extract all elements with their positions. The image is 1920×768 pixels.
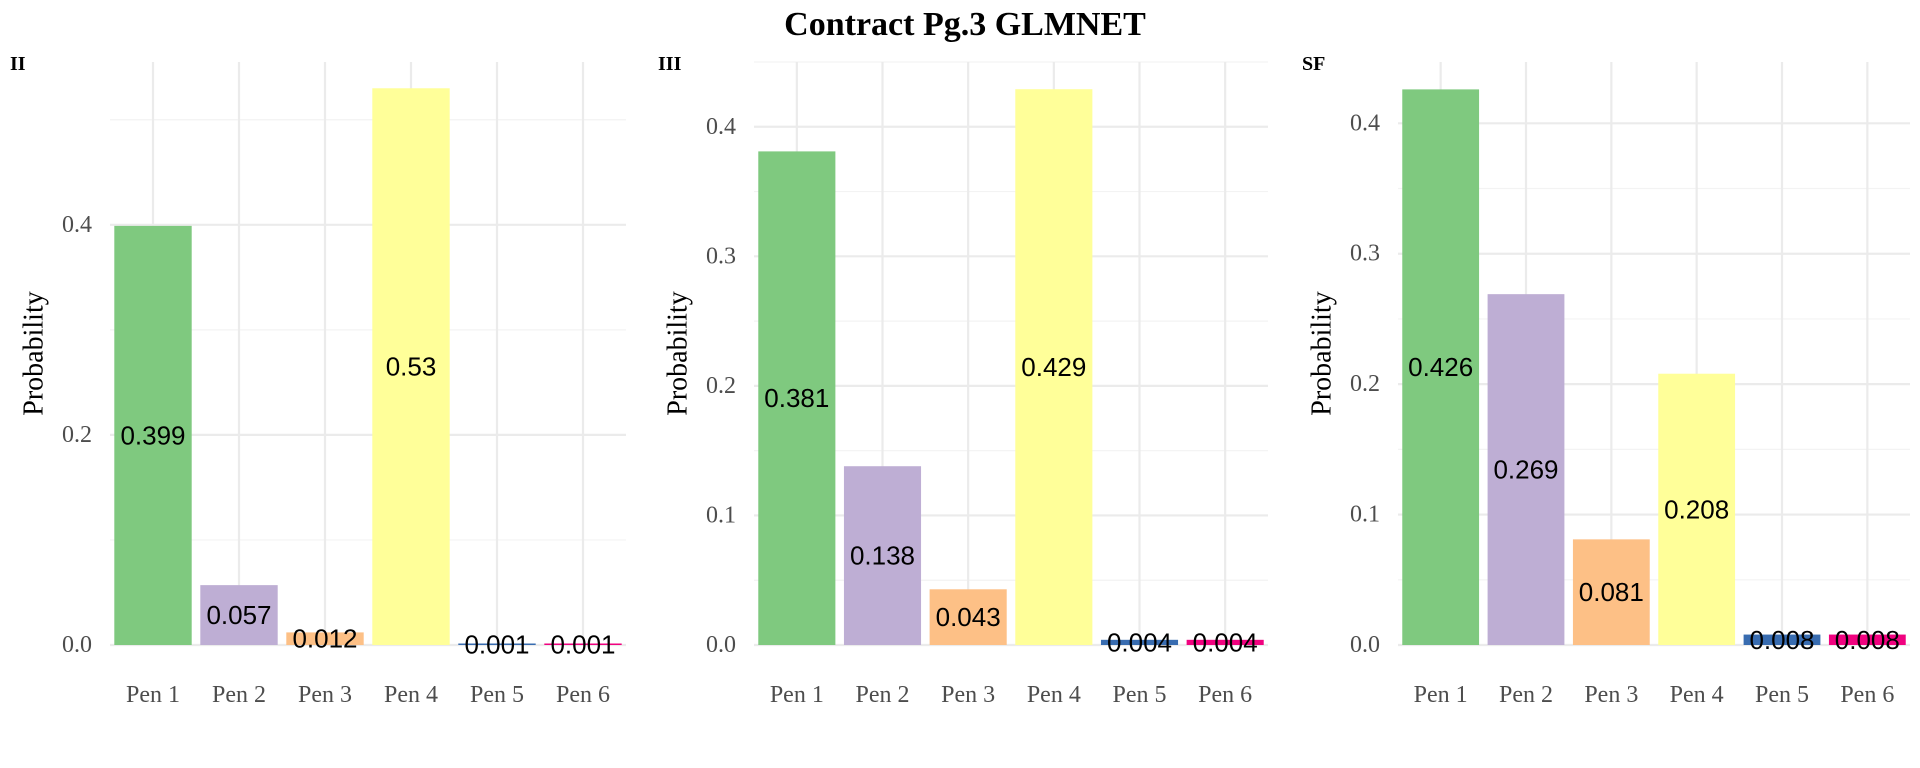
bar-pen-5 (1743, 634, 1821, 645)
x-tick-label: Pen 4 (1670, 682, 1724, 708)
panels: 0.399 0.057 0.012 0.53 0.001 0.001 0.0 0.2 0.4 Pe… (10, 53, 1910, 708)
bar-pen-3 (286, 632, 364, 645)
data-label: 0.426 (1408, 352, 1473, 382)
y-tick-label: 0.0 (1350, 632, 1380, 658)
data-label: 0.057 (206, 600, 271, 630)
y-tick-label: 0.1 (1350, 502, 1380, 528)
panel-title: II (10, 53, 26, 75)
y-tick-label: 0.2 (706, 373, 736, 399)
y-tick-label: 0.0 (706, 632, 736, 658)
x-tick-label: Pen 2 (856, 682, 910, 708)
x-tick-label: Pen 3 (298, 682, 352, 708)
x-tick-label: Pen 5 (1755, 682, 1809, 708)
y-axis-label: Probability (663, 291, 694, 415)
bar-pen-2 (1487, 294, 1565, 645)
bar-pen-3 (929, 589, 1007, 645)
bar-pen-3 (1572, 539, 1650, 645)
x-tick-label: Pen 5 (1113, 682, 1167, 708)
bar-pen-1 (1402, 89, 1480, 645)
y-tick-label: 0.0 (62, 632, 92, 658)
x-tick-label: Pen 6 (1840, 682, 1894, 708)
x-tick-label: Pen 6 (556, 682, 610, 708)
bar-pen-1 (114, 225, 192, 645)
bar-pen-4 (372, 88, 450, 646)
bar-pen-4 (1015, 89, 1093, 645)
data-label: 0.004 (1193, 627, 1258, 657)
x-tick-label: Pen 4 (384, 682, 438, 708)
y-tick-label: 0.4 (1350, 110, 1380, 136)
panel-title: SF (1302, 53, 1325, 75)
panel-sf: 0.426 0.269 0.081 0.208 0.008 0.008 0.0 0.1 0.2 0… (1302, 53, 1910, 708)
y-tick-label: 0.3 (1350, 241, 1380, 267)
bar-pen-2 (200, 585, 278, 645)
x-tick-label: Pen 2 (212, 682, 266, 708)
x-tick-label: Pen 2 (1499, 682, 1553, 708)
data-label: 0.429 (1021, 352, 1086, 382)
panel-iii: 0.381 0.138 0.043 0.429 0.004 0.004 0.0 0.1 0.2 0… (658, 53, 1268, 708)
y-tick-label: 0.2 (62, 422, 92, 448)
data-label: 0.043 (936, 602, 1001, 632)
y-tick-label: 0.4 (62, 212, 92, 238)
y-tick-label: 0.2 (1350, 371, 1380, 397)
bar-pen-1 (758, 151, 836, 646)
bar-pen-6 (1828, 634, 1906, 645)
x-tick-label: Pen 1 (770, 682, 824, 708)
data-label: 0.269 (1493, 455, 1558, 485)
bar-pen-6 (1186, 639, 1264, 645)
x-tick-label: Pen 4 (1027, 682, 1081, 708)
panel-title: III (658, 53, 682, 75)
bar-pen-5 (1100, 639, 1179, 645)
y-axis-label: Probability (1307, 291, 1338, 415)
data-label: 0.208 (1664, 494, 1729, 524)
data-label: 0.012 (292, 624, 357, 654)
data-label: 0.399 (120, 420, 185, 450)
data-label: 0.381 (764, 383, 829, 413)
x-tick-label: Pen 3 (941, 682, 995, 708)
x-tick-label: Pen 1 (1414, 682, 1468, 708)
y-tick-label: 0.1 (706, 502, 736, 528)
y-axis-label: Probability (19, 291, 50, 415)
data-label: 0.008 (1835, 625, 1900, 655)
bar-pen-6 (544, 643, 622, 645)
bar-pen-5 (458, 643, 536, 645)
bar-pen-4 (1658, 373, 1736, 645)
x-tick-label: Pen 3 (1584, 682, 1638, 708)
x-tick-label: Pen 6 (1198, 682, 1252, 708)
data-label: 0.53 (386, 352, 437, 382)
x-tick-label: Pen 5 (470, 682, 524, 708)
y-tick-label: 0.4 (706, 114, 736, 140)
data-label: 0.001 (550, 629, 615, 659)
panel-ii: 0.399 0.057 0.012 0.53 0.001 0.001 0.0 0.2 0.4 Pe… (10, 53, 626, 708)
bar-pen-2 (843, 466, 922, 645)
chart-title: Contract Pg.3 GLMNET (784, 6, 1146, 43)
data-label: 0.138 (850, 541, 915, 571)
x-tick-label: Pen 1 (126, 682, 180, 708)
data-label: 0.008 (1749, 625, 1814, 655)
y-tick-label: 0.3 (706, 243, 736, 269)
data-label: 0.081 (1579, 577, 1644, 607)
data-label: 0.004 (1107, 627, 1172, 657)
data-label: 0.001 (464, 629, 529, 659)
